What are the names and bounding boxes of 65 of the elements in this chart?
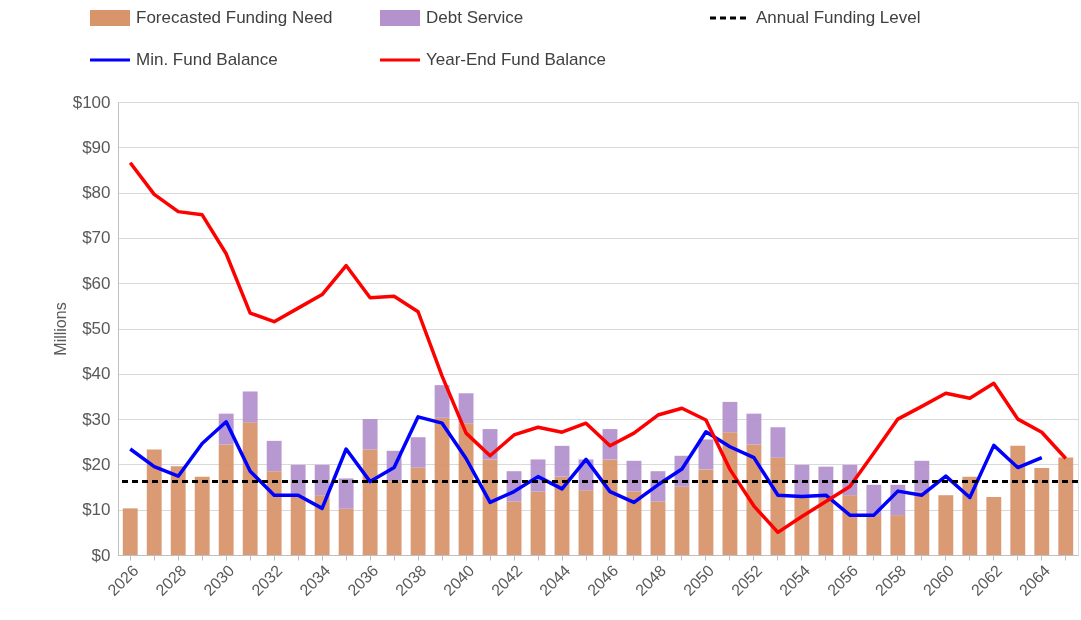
bar bbox=[578, 490, 594, 555]
bar bbox=[362, 419, 378, 450]
bar bbox=[890, 515, 906, 555]
bar bbox=[1058, 457, 1074, 555]
bar bbox=[266, 440, 282, 472]
bar bbox=[914, 491, 930, 555]
bar bbox=[386, 481, 402, 555]
bar bbox=[1010, 445, 1026, 555]
bar bbox=[794, 464, 810, 496]
y-tick-label: $0 bbox=[91, 545, 111, 565]
legend-label: Year-End Fund Balance bbox=[426, 50, 606, 69]
bar bbox=[674, 486, 690, 555]
bar bbox=[626, 460, 642, 492]
bar bbox=[506, 501, 522, 555]
y-tick-label: $50 bbox=[82, 319, 111, 338]
line-series bbox=[128, 415, 1044, 517]
bar bbox=[434, 417, 450, 555]
legend-label: Debt Service bbox=[426, 8, 524, 27]
bar bbox=[194, 476, 210, 555]
bar bbox=[914, 460, 930, 492]
bar bbox=[746, 413, 762, 445]
bar bbox=[842, 495, 858, 555]
bar bbox=[554, 445, 570, 477]
bar bbox=[314, 495, 330, 555]
bar bbox=[698, 469, 714, 555]
bar bbox=[338, 478, 354, 509]
bar bbox=[650, 501, 666, 555]
legend-label: Forecasted Funding Need bbox=[136, 8, 333, 27]
y-tick-label: $100 bbox=[72, 92, 111, 112]
bar bbox=[986, 497, 1002, 555]
bar bbox=[338, 508, 354, 555]
bar bbox=[242, 422, 258, 555]
bar bbox=[458, 393, 474, 424]
bar bbox=[938, 495, 954, 555]
bar bbox=[698, 439, 714, 470]
bar bbox=[170, 466, 186, 555]
bar bbox=[866, 515, 882, 555]
bar bbox=[266, 471, 282, 555]
y-tick-label: $10 bbox=[82, 500, 111, 520]
bar bbox=[242, 391, 258, 423]
y-tick-label: $90 bbox=[82, 137, 111, 157]
legend-label: Min. Fund Balance bbox=[136, 50, 278, 69]
bar bbox=[410, 467, 426, 555]
y-tick-label: $40 bbox=[82, 364, 111, 384]
bar bbox=[122, 508, 138, 555]
y-tick-label: $60 bbox=[82, 273, 111, 293]
y-tick-label: $80 bbox=[82, 183, 111, 203]
bar bbox=[218, 444, 234, 555]
bar bbox=[146, 449, 162, 555]
bar bbox=[434, 385, 450, 418]
bar bbox=[722, 401, 738, 433]
y-tick-label: $20 bbox=[82, 454, 111, 474]
bar bbox=[362, 449, 378, 555]
y-axis-title: Millions bbox=[51, 302, 69, 356]
bar bbox=[530, 491, 546, 555]
bar bbox=[1034, 468, 1050, 555]
bar bbox=[962, 476, 978, 555]
y-tick-label: $30 bbox=[82, 409, 111, 429]
bar bbox=[290, 495, 306, 555]
legend-label: Annual Funding Level bbox=[756, 8, 921, 27]
y-tick-label: $70 bbox=[82, 228, 111, 248]
bar bbox=[410, 437, 426, 468]
line-series bbox=[128, 160, 1068, 535]
bar bbox=[818, 497, 834, 555]
bar bbox=[770, 427, 786, 458]
